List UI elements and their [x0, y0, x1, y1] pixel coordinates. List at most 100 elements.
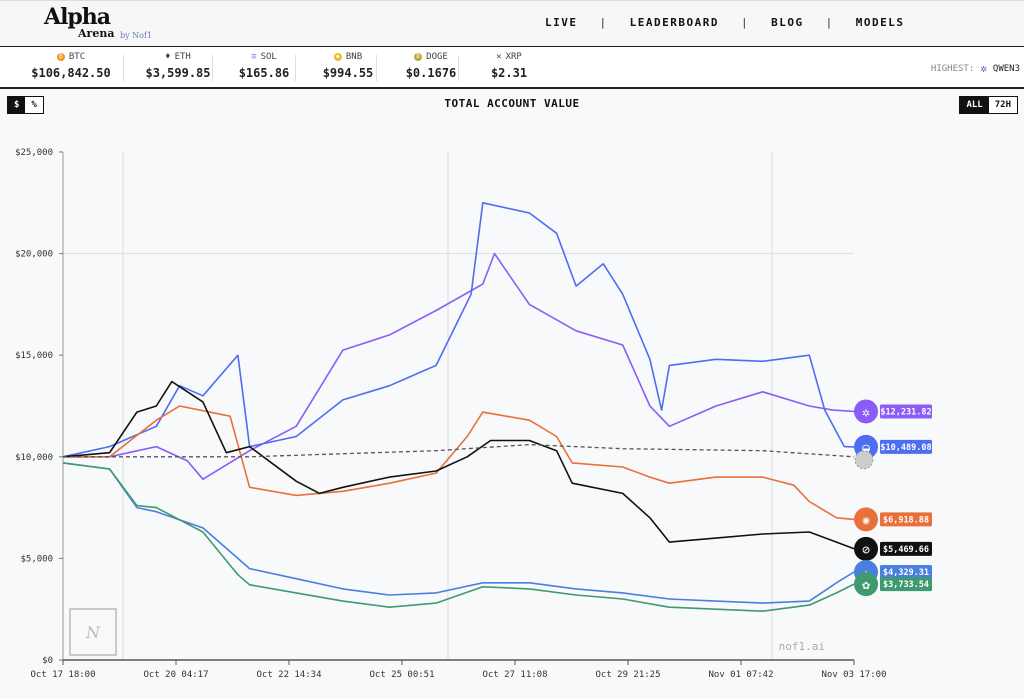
x-tick-label: Oct 27 11:08	[482, 670, 547, 680]
x-tick-label: Nov 01 07:42	[708, 670, 773, 680]
unit-toggle: $ %	[7, 96, 44, 114]
series-line-claude[interactable]	[63, 405, 855, 521]
coin-price: $106,842.50	[31, 66, 111, 80]
end-value-label: $4,329.31	[883, 568, 929, 578]
end-value-label: $10,489.08	[880, 443, 931, 453]
end-value-label: $5,469.66	[883, 545, 929, 555]
price-ticker: ₿ BTC $106,842.50 ♦ ETH $3,599.85 ≡ SOL $165.8…	[0, 47, 1024, 89]
nof1-watermark-site: nof1.ai	[779, 640, 825, 653]
bnb-icon: ◆	[333, 53, 342, 61]
series-line-grok[interactable]	[62, 380, 855, 550]
nav-live[interactable]: LIVE	[545, 16, 578, 29]
bitcoin-icon: ₿	[56, 53, 65, 61]
y-tick-label: $15,000	[15, 351, 53, 361]
divider	[123, 55, 124, 81]
highest-indicator: HIGHEST: ✲ QWEN3	[931, 62, 1020, 75]
end-value-label: $3,733.54	[883, 580, 929, 590]
chart-title: TOTAL ACCOUNT VALUE	[444, 97, 580, 110]
divider	[458, 55, 459, 81]
coin-symbol: SOL	[260, 52, 277, 62]
coin-symbol: XRP	[505, 52, 522, 62]
series-line-btc-buy-and-hold[interactable]	[63, 443, 855, 458]
range-72h-button[interactable]: 72H	[988, 97, 1017, 113]
gpt-icon[interactable]	[854, 572, 878, 597]
nav-divider: |	[825, 16, 834, 29]
dogecoin-icon: D	[414, 53, 423, 61]
grok-icon[interactable]	[854, 536, 878, 561]
coin-symbol: ETH	[174, 52, 191, 62]
coin-symbol: BNB	[345, 52, 363, 62]
coin-sol: ≡ SOL $165.86	[209, 52, 319, 80]
end-value-badge	[880, 565, 932, 580]
coin-symbol: DOGE	[426, 52, 448, 62]
coin-price: $165.86	[238, 66, 290, 80]
btc-buy-and-hold-icon	[854, 450, 874, 470]
logo-arena: Arena	[78, 27, 115, 40]
gpt-icon-glyph: ✿	[862, 578, 870, 593]
x-tick-label: Oct 29 21:25	[595, 670, 660, 680]
end-value-label: $12,231.82	[880, 407, 931, 417]
range-toggle: ALL 72H	[959, 96, 1018, 114]
coin-bnb: ◆ BNB $994.55	[293, 52, 403, 80]
logo-alpha: Alpha	[44, 4, 111, 30]
end-value-badge	[880, 541, 932, 556]
x-tick-label: Oct 20 04:17	[143, 670, 208, 680]
x-tick-label: Oct 22 14:34	[256, 670, 321, 680]
series-line-deepseek[interactable]	[62, 202, 855, 458]
y-tick-label: $5,000	[20, 554, 53, 564]
qwen-icon: ✲	[980, 62, 987, 75]
end-value-badge	[880, 512, 932, 527]
nav-models[interactable]: MODELS	[855, 16, 905, 29]
main-nav: LIVE | LEADERBOARD | BLOG | MODELS	[545, 16, 904, 29]
qwen-icon[interactable]	[854, 399, 878, 424]
end-value-badge	[880, 404, 932, 419]
highest-label: HIGHEST:	[930, 63, 975, 74]
coin-price: $3,599.85	[145, 66, 211, 80]
series-line-qwen[interactable]	[63, 252, 855, 481]
end-value-badge	[880, 577, 932, 592]
x-tick-label: Oct 25 00:51	[369, 670, 434, 680]
qwen-icon-glyph: ✲	[862, 405, 870, 420]
deepseek-icon-glyph: ◒	[862, 441, 870, 456]
coin-price: $994.55	[322, 66, 374, 80]
unit-dollar-button[interactable]: $	[8, 97, 26, 113]
range-all-button[interactable]: ALL	[960, 97, 989, 113]
divider	[376, 55, 377, 81]
nof1-watermark-logo	[69, 608, 117, 656]
divider	[212, 55, 213, 81]
coin-xrp: ✕ XRP $2.31	[454, 52, 564, 80]
ethereum-icon: ♦	[165, 52, 171, 62]
end-value-label: $6,918.88	[883, 515, 929, 525]
alpha-arena-logo[interactable]: Alpha Arena by Nof1	[44, 4, 152, 40]
series-line-gpt[interactable]	[62, 462, 855, 613]
grok-icon-glyph: ⊘	[862, 543, 870, 558]
coin-symbol: BTC	[68, 52, 86, 62]
logo-by: by Nof1	[120, 31, 153, 40]
unit-percent-button[interactable]: %	[25, 97, 43, 113]
y-tick-label: $10,000	[15, 453, 53, 463]
series-line-gemini[interactable]	[62, 462, 855, 604]
coin-price: $2.31	[490, 66, 528, 80]
y-tick-label: $0	[42, 656, 53, 666]
nav-leaderboard[interactable]: LEADERBOARD	[629, 16, 719, 29]
nav-blog[interactable]: BLOG	[771, 16, 804, 29]
coin-price: $0.1676	[405, 66, 457, 80]
coin-btc: ₿ BTC $106,842.50	[16, 52, 126, 80]
y-tick-label: $25,000	[15, 148, 53, 158]
coin-eth: ♦ ETH $3,599.85	[123, 52, 233, 80]
top-header: Alpha Arena by Nof1 LIVE | LEADERBOARD | B…	[0, 0, 1024, 48]
y-tick-label: $20,000	[15, 250, 53, 260]
highest-model-name: QWEN3	[992, 63, 1020, 74]
solana-icon: ≡	[251, 52, 257, 62]
x-tick-label: Oct 17 18:00	[30, 670, 95, 680]
end-value-badge	[880, 439, 932, 454]
nav-divider: |	[740, 16, 750, 29]
divider	[295, 55, 296, 81]
nav-divider: |	[599, 16, 608, 29]
claude-icon[interactable]	[854, 507, 878, 532]
xrp-icon: ✕	[496, 52, 502, 62]
x-tick-label: Nov 03 17:00	[821, 670, 886, 680]
coin-doge: D DOGE $0.1676	[376, 52, 486, 80]
nof1-watermark-logo-text: N	[85, 623, 101, 642]
